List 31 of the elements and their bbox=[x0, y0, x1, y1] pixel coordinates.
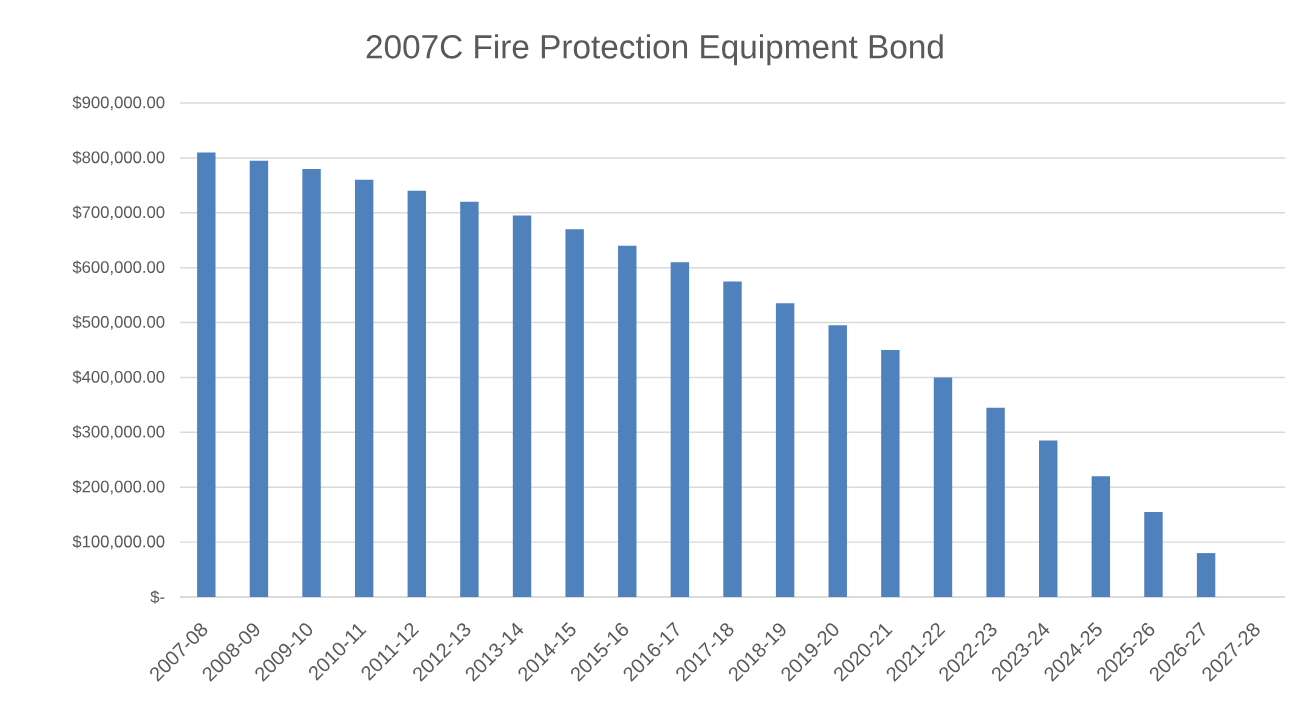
bar bbox=[1144, 511, 1163, 597]
bar bbox=[1196, 553, 1216, 597]
bar bbox=[933, 377, 953, 597]
bar bbox=[565, 229, 584, 597]
bar bbox=[354, 179, 374, 597]
y-tick-label: $300,000.00 bbox=[72, 425, 165, 440]
bar bbox=[512, 215, 532, 597]
bar bbox=[197, 152, 216, 597]
bar bbox=[775, 303, 795, 597]
bar bbox=[986, 407, 1005, 597]
y-tick-label: $500,000.00 bbox=[72, 315, 165, 330]
bar bbox=[249, 160, 269, 597]
y-tick-label: $100,000.00 bbox=[72, 534, 165, 550]
bar bbox=[302, 168, 321, 597]
bar bbox=[1039, 440, 1058, 597]
y-tick-label: $800,000.00 bbox=[72, 150, 165, 166]
bar bbox=[1091, 476, 1111, 597]
y-tick-label: $700,000.00 bbox=[72, 205, 165, 221]
bar bbox=[881, 350, 900, 597]
y-tick-label: $600,000.00 bbox=[72, 260, 165, 275]
y-tick-label: $200,000.00 bbox=[72, 479, 165, 495]
bar bbox=[723, 281, 742, 597]
y-tick-label: $900,000.00 bbox=[72, 95, 165, 111]
bar bbox=[407, 190, 426, 597]
bar bbox=[828, 325, 847, 597]
y-tick-label: $- bbox=[150, 590, 165, 604]
y-tick-label: $400,000.00 bbox=[72, 370, 165, 385]
chart-title: 2007C Fire Protection Equipment Bond bbox=[366, 34, 943, 66]
bar bbox=[460, 201, 479, 597]
bar bbox=[618, 245, 637, 597]
bar bbox=[670, 262, 690, 597]
